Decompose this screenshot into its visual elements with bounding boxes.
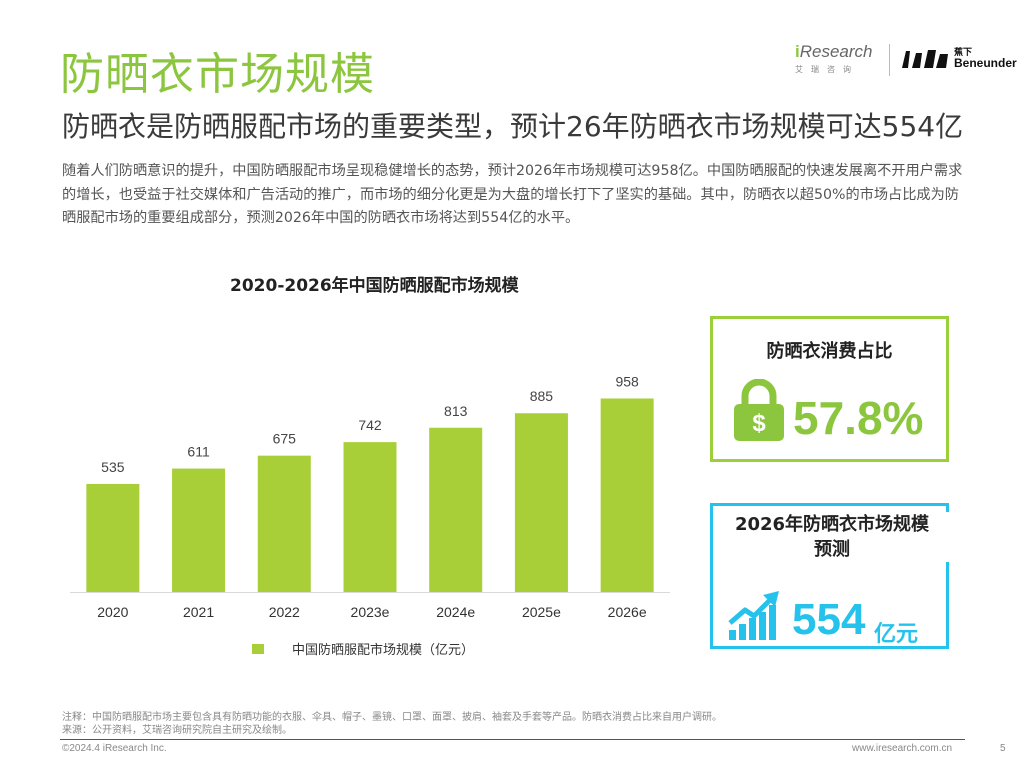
consumption-share-value: 57.8% [793,392,924,444]
data-label-2025e: 885 [530,388,554,404]
bar-2020 [86,483,140,592]
x-tick-label-2026e: 2026e [608,604,647,620]
footer-divider [60,739,965,740]
iresearch-logo-cn: 艾瑞咨询 [795,65,859,74]
beneunder-logo: 蕉下 Beneunder [900,46,1017,76]
bar-2025e [514,413,568,592]
svg-text:$: $ [752,410,766,437]
x-tick-label-2024e: 2024e [436,604,475,620]
iresearch-logo-name: Research [799,42,873,61]
x-tick-label-2023e: 2023e [351,604,390,620]
consumption-share-card: 防晒衣消费占比 $ 57.8% [710,316,949,462]
data-label-2023e: 742 [358,417,382,433]
page-number: 5 [1000,743,1006,754]
page-title: 防晒衣市场规模 [60,49,375,100]
bar-2026e [600,398,654,592]
data-label-2021: 611 [187,444,210,460]
logo-divider [889,44,890,76]
x-tick-label-2021: 2021 [183,604,214,620]
market-size-bar-chart: 535 2020 611 2021 675 2022 742 2023e 813 2024e 885… [70,373,670,657]
page-subtitle: 防晒衣是防晒服配市场的重要类型，预计26年防晒衣市场规模可达554亿 [62,110,964,143]
data-label-2026e: 958 [615,373,639,389]
legend-label: 中国防晒服配市场规模（亿元） [292,642,474,657]
data-label-2022: 675 [273,431,297,447]
x-tick-label-2025e: 2025e [522,604,561,620]
forecast-title: 2026年防晒衣市场规模 预测 [714,512,950,562]
chart-title: 2020-2026年中国防晒服配市场规模 [230,276,519,296]
data-label-2024e: 813 [444,403,468,419]
bar-2023e [343,442,397,592]
source-note: 来源：公开资料，艾瑞咨询研究院自主研究及绘制。 [62,725,292,736]
money-lock-icon: $ [734,379,784,441]
data-label-2020: 535 [101,459,125,475]
bar-2022 [257,455,311,592]
bar-2024e [429,427,483,592]
forecast-title-line1: 2026年防晒衣市场规模 [734,514,930,535]
iresearch-logo: iResearch 艾瑞咨询 [795,40,880,80]
beneunder-mark-icon [902,50,948,68]
growth-chart-icon [728,591,779,640]
forecast-title-line2: 预测 [814,539,850,560]
copyright: ©2024.4 iResearch Inc. [62,743,167,754]
consumption-share-title: 防晒衣消费占比 [766,341,893,362]
forecast-value: 554 [792,595,866,644]
beneunder-logo-cn: 蕉下 [954,48,973,58]
beneunder-logo-en: Beneunder [954,56,1017,70]
bar-2021 [172,468,226,592]
body-paragraph: 随着人们防晒意识的提升，中国防晒服配市场呈现稳健增长的态势，预计2026年市场规… [62,163,963,226]
x-tick-label-2020: 2020 [97,604,128,620]
forecast-unit: 亿元 [874,622,919,647]
legend-swatch [252,644,264,654]
footnote: 注释：中国防晒服配市场主要包含具有防晒功能的衣服、伞具、帽子、墨镜、口罩、面罩、… [62,712,722,723]
x-tick-label-2022: 2022 [269,604,300,620]
iresearch-logo-prefix: i [795,42,800,61]
website-link[interactable]: www.iresearch.com.cn [852,743,953,754]
